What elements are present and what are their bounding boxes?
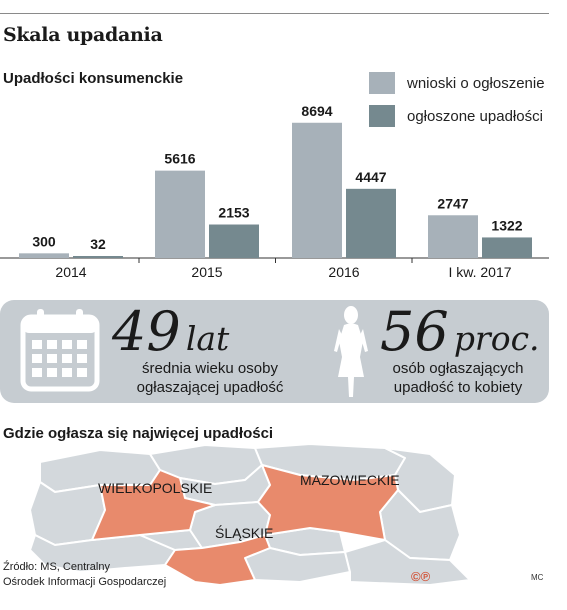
region-podkarpackie [344, 539, 471, 586]
author-initials: MC [531, 573, 544, 582]
region-label-wielkopolskie: WIELKOPOLSKIE [98, 480, 212, 496]
age-unit: lat [185, 319, 230, 358]
bar-applications-1 [155, 170, 205, 258]
bar-value-label: 5616 [164, 151, 195, 167]
region-mazowieckie [257, 464, 399, 541]
region-wielkopolskie [91, 469, 216, 541]
women-caption-line2: upadłość to kobiety [393, 379, 523, 396]
source-line1: Źródło: MS, Centralny [3, 561, 110, 573]
age-caption: średnia wieku osoby ogłaszającej upadłoś… [120, 359, 300, 397]
bar-applications-2 [292, 122, 342, 258]
age-value: 49 [112, 300, 181, 363]
x-tick-label: 2014 [55, 264, 86, 280]
bar-applications-0 [19, 253, 69, 258]
poland-map: WIELKOPOLSKIE MAZOWIECKIE ŚLĄSKIE [29, 443, 471, 586]
bar-bankruptcies-2 [346, 188, 396, 258]
region-slaskie [164, 534, 271, 586]
legend-label-applications: wnioski o ogłoszenie [407, 74, 545, 92]
copyright-mark: ©℗ [411, 569, 431, 584]
calendar-icon [20, 309, 100, 392]
bar-applications-3 [428, 215, 478, 258]
legend-label-bankruptcies: ogłoszone upadłości [407, 107, 543, 125]
region-label-slaskie: ŚLĄSKIE [215, 524, 273, 541]
women-caption: osób ogłaszających upadłość to kobiety [378, 359, 538, 397]
headline: Skala upadania [3, 24, 163, 46]
map-title: Gdzie ogłasza się najwięcej upadłości [3, 425, 274, 442]
bar-value-label: 32 [90, 236, 106, 252]
bar-bankruptcies-0 [73, 256, 123, 258]
women-caption-line1: osób ogłaszających [392, 360, 524, 377]
bar-bankruptcies-3 [482, 237, 532, 258]
bar-value-label: 8694 [301, 103, 332, 119]
bar-value-label: 4447 [355, 169, 386, 185]
woman-silhouette-icon [334, 306, 368, 397]
bar-value-label: 2153 [218, 205, 249, 221]
women-unit: proc. [453, 319, 540, 358]
source-note: Źródło: MS, Centralny Ośrodek Informacji… [3, 560, 166, 590]
chart-title: Upadłości konsumenckie [3, 70, 184, 87]
bar-value-label: 1322 [491, 217, 522, 233]
bar-value-label: 2747 [437, 195, 468, 211]
top-rule [0, 13, 549, 14]
x-tick-label: 2015 [191, 264, 222, 280]
bar-value-label: 300 [32, 233, 56, 249]
women-value: 56 [380, 300, 449, 363]
x-tick-label: I kw. 2017 [448, 264, 511, 280]
region-label-mazowieckie: MAZOWIECKIE [300, 472, 400, 488]
age-caption-line2: ogłaszającej upadłość [136, 379, 284, 396]
source-line2: Ośrodek Informacji Gospodarczej [3, 576, 167, 588]
women-stat: 56 proc. [380, 300, 540, 363]
legend-item-bankruptcies: ogłoszone upadłości [369, 105, 543, 127]
legend-item-applications: wnioski o ogłoszenie [369, 72, 545, 94]
age-stat: 49 lat [112, 300, 229, 363]
bar-bankruptcies-1 [209, 224, 259, 258]
legend-swatch-bankruptcies [369, 105, 395, 127]
legend-swatch-applications [369, 72, 395, 94]
age-caption-line1: średnia wieku osoby [142, 360, 278, 377]
x-tick-label: 2016 [328, 264, 359, 280]
